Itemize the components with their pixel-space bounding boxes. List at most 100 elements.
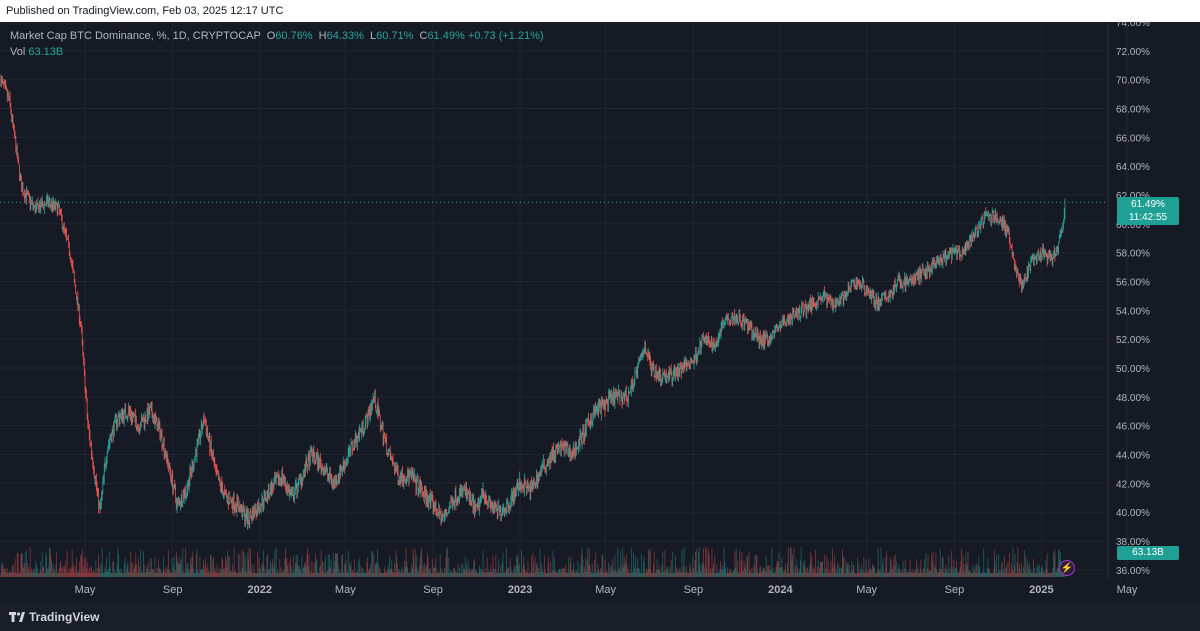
volume-bar [922, 570, 924, 577]
volume-bar [734, 551, 736, 577]
volume-bar [419, 557, 421, 577]
volume-bar [1033, 567, 1035, 577]
volume-bar [197, 569, 199, 577]
brand[interactable]: TradingView [9, 610, 99, 624]
volume-bar [1057, 567, 1059, 577]
tradingview-logo-icon [9, 612, 25, 622]
volume-bar [262, 561, 264, 577]
volume-bar [443, 572, 445, 577]
volume-bar [600, 570, 602, 577]
volume-bar [505, 571, 507, 577]
volume-bar [1011, 569, 1013, 577]
volume-bar [829, 570, 831, 577]
volume-bar [986, 572, 987, 577]
volume-bar [361, 572, 363, 577]
volume-bar [51, 560, 52, 577]
volume-bar [139, 572, 141, 577]
volume-bar [282, 570, 284, 577]
volume-bar [202, 568, 204, 577]
volume-bar [491, 570, 493, 577]
volume-bar [211, 572, 213, 577]
volume-bar [28, 566, 30, 577]
volume-bar [655, 572, 657, 577]
price-chart[interactable]: 74.00%72.00%70.00%68.00%66.00%64.00%62.0… [0, 22, 1200, 603]
volume-bar [475, 570, 477, 577]
volume-bar [301, 555, 303, 577]
volume-bar [536, 562, 538, 577]
volume-bar [1053, 551, 1055, 577]
volume-bar [333, 569, 335, 577]
volume-bar [824, 554, 826, 577]
volume-bar [736, 571, 738, 577]
volume-bar [224, 567, 226, 577]
volume-bar [48, 566, 50, 577]
volume-bar [69, 572, 71, 577]
volume-bar [456, 572, 458, 577]
volume-bar [817, 559, 819, 577]
volume-bar [129, 571, 131, 577]
volume-bar [366, 562, 368, 577]
volume-bar [856, 573, 858, 577]
volume-bar [1, 561, 3, 577]
volume-bar [1041, 565, 1043, 577]
volume-bar [781, 557, 783, 577]
volume-bar [284, 558, 286, 577]
volume-bar [193, 572, 195, 577]
volume-bar [564, 572, 566, 577]
volume-bar [425, 566, 427, 577]
volume-bar [106, 571, 108, 577]
volume-bar [13, 572, 15, 577]
volume-bar [144, 572, 146, 577]
volume-bar [4, 567, 6, 577]
volume-bar [522, 566, 524, 577]
chart-frame[interactable] [0, 22, 1200, 603]
volume-bar [98, 554, 100, 577]
volume-bar [854, 572, 856, 577]
volume-bar [807, 567, 808, 577]
volume-bar [90, 572, 92, 577]
volume-bar [214, 567, 216, 577]
volume-bar [62, 566, 64, 577]
volume-bar [770, 571, 772, 577]
volume-bar [495, 554, 497, 577]
volume-bar [585, 557, 587, 577]
volume-bar [38, 572, 40, 577]
volume-bar [565, 564, 567, 577]
volume-bar [796, 559, 798, 577]
volume-bar [722, 569, 724, 577]
volume-bar [25, 572, 27, 577]
volume-bar [878, 568, 880, 577]
volume-bar [98, 569, 100, 577]
volume-bar [1013, 571, 1015, 577]
volume-bar [337, 565, 339, 577]
volume-bar [75, 566, 77, 577]
volume-bar [624, 564, 626, 577]
volume-bar [629, 572, 631, 577]
volume-bar [988, 568, 990, 577]
volume-bar [128, 572, 130, 577]
volume-bar [225, 556, 227, 577]
volume-bar [721, 564, 723, 577]
volume-bar [325, 572, 327, 577]
volume-bar [936, 572, 938, 577]
volume-bar [562, 566, 564, 577]
volume-bar [523, 556, 525, 577]
volume-bar [946, 569, 948, 577]
volume-bar [727, 572, 729, 577]
volume-bar [17, 553, 19, 577]
volume-bar [809, 551, 811, 577]
volume-bar [126, 565, 128, 577]
volume-bar [43, 565, 45, 577]
volume-bar [801, 572, 803, 577]
volume-bar [949, 572, 951, 577]
volume-bar [543, 555, 545, 577]
volume-bar [905, 572, 907, 577]
volume-bar [291, 572, 293, 577]
volume-bar [271, 564, 273, 577]
volume-bar [27, 571, 29, 577]
volume-bar [36, 564, 38, 577]
flash-icon[interactable]: ⚡ [1059, 560, 1075, 576]
volume-bar [221, 557, 223, 577]
volume-bar [342, 554, 343, 577]
volume-bar [941, 556, 943, 577]
